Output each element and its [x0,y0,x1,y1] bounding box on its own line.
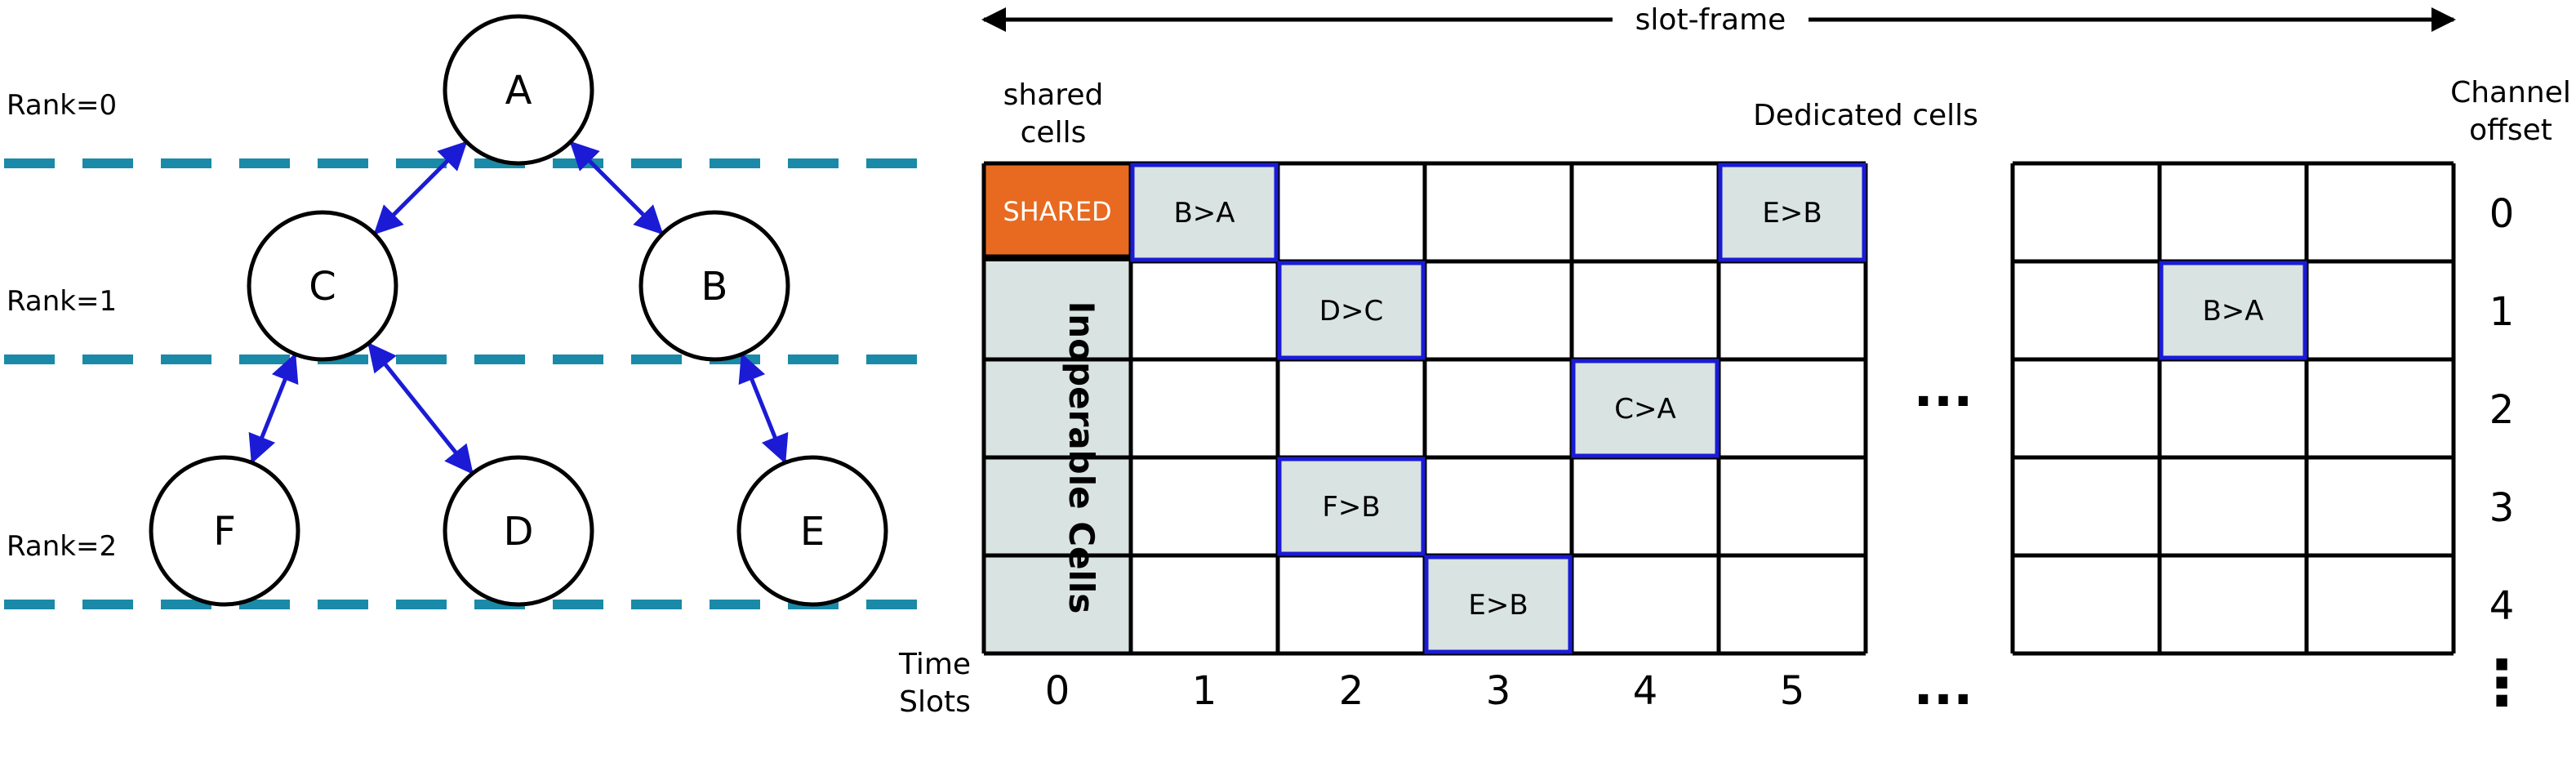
cell-B-to-A: B>A [2159,261,2307,360]
node-label: F [213,509,236,555]
link-A-B [569,140,664,235]
cell-F-to-B: F>B [1277,457,1426,556]
node-label: D [504,509,534,555]
cell-E-to-B: E>B [1424,555,1573,654]
node-A: A [443,14,594,166]
time-slot-3: 3 [1486,668,1511,714]
cell-label: B>A [1173,197,1235,230]
cell-box [1571,359,1720,458]
node-label: C [309,264,336,310]
slotframe-schedule: slot-frame shared cells Dedicated cells C… [898,0,2571,719]
node-label: B [701,264,728,310]
cell-E-to-B: E>B [1718,163,1866,262]
link-C-F [248,353,299,464]
channel-offset-0: 0 [2489,191,2515,237]
cell-label: D>C [1319,295,1383,328]
tree-nodes: A C B F D E [149,14,888,607]
node-circle [736,455,888,607]
node-C: C [247,210,398,362]
cell-B-to-A: B>A [1130,163,1279,262]
time-slot-1: 1 [1192,668,1217,714]
cell-box [1718,163,1866,262]
cell-box [1424,555,1573,654]
time-slot-5: 5 [1780,668,1805,714]
time-slot-4: 4 [1633,668,1658,714]
channel-offset-3: 3 [2489,485,2515,531]
node-label: E [800,509,825,555]
channel-offset-1: 1 [2489,289,2515,335]
node-circle [443,455,594,607]
cell-label: E>B [1468,589,1528,622]
dedicated-cells-label: Dedicated cells [1753,99,1978,132]
cell-label: B>A [2202,295,2263,328]
cell-D-to-C: D>C [1277,261,1426,360]
node-circle [247,210,398,362]
channel-offset-4: 4 [2489,583,2515,629]
node-B: B [638,210,790,362]
rank-labels: Rank=0 Rank=1 Rank=2 [7,89,117,563]
time-slot-0: 0 [1045,668,1070,714]
node-circle [149,455,300,607]
rank-label-0: Rank=0 [7,89,117,122]
cell-box [2159,261,2307,360]
slotframe-label-bg [1613,0,1809,39]
node-circle [443,14,594,166]
link-C-D [367,342,474,475]
channel-vertical-ellipsis: ⋮ [2471,646,2533,719]
tree-links [248,140,789,475]
cell-label: E>B [1762,197,1822,230]
axis-labels: 0 1 2 3 4 5 0 1 2 3 4 [1045,191,2515,714]
channel-offset-label: Channel offset [2450,76,2571,147]
link-B-E [738,353,789,464]
link-A-C [373,140,468,235]
rank-label-1: Rank=1 [7,285,117,318]
node-circle [638,210,790,362]
rank-label-2: Rank=2 [7,530,117,563]
cell-C-to-A: C>A [1571,359,1720,458]
node-label: A [505,68,532,114]
shared-cells-label: shared cells [1003,78,1104,149]
cell-label: F>B [1322,491,1380,524]
time-slot-2: 2 [1339,668,1364,714]
dedicated-cells: B>A E>B D>C C>A F>B E>B B>A [1130,163,2307,654]
slot-ellipsis: ... [1914,657,1973,717]
node-F: F [149,455,300,607]
shared-cell-label: SHARED [1003,196,1111,227]
shared-cell [984,163,1131,255]
node-D: D [443,455,594,607]
slotframe-label: slot-frame [1635,3,1786,37]
channel-offset-2: 2 [2489,387,2515,433]
column-ellipsis: ... [1914,359,1973,419]
cell-box [1277,261,1426,360]
node-E: E [736,455,888,607]
cell-box [1130,163,1279,262]
cell-label: C>A [1614,393,1676,426]
cell-box [1277,457,1426,556]
routing-tree: Rank=0 Rank=1 Rank=2 A C B F D E [4,14,937,609]
time-slots-label: Time Slots [898,648,971,719]
